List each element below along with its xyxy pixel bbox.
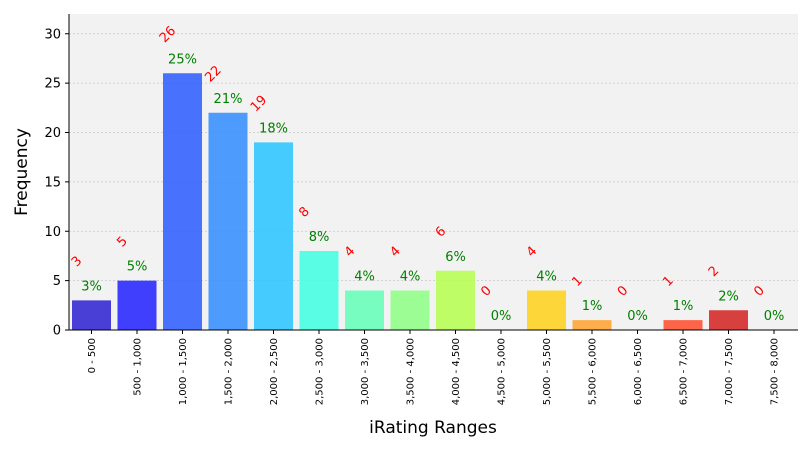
y-tick-label: 20: [44, 126, 61, 141]
x-tick-label: 5,000 - 5,500: [542, 338, 553, 405]
y-axis-title: Frequency: [12, 128, 32, 216]
bar: [117, 280, 157, 330]
y-tick-label: 10: [44, 225, 61, 240]
x-tick-label: 3,500 - 4,000: [406, 338, 417, 405]
percent-label: 25%: [168, 52, 197, 67]
percent-label: 4%: [354, 270, 375, 285]
x-tick-label: 5,500 - 6,000: [588, 338, 599, 405]
percent-label: 8%: [309, 230, 330, 245]
bar: [345, 290, 384, 330]
axes: [68, 14, 798, 331]
bar: [390, 290, 430, 330]
x-tick-label: 1,500 - 2,000: [224, 338, 235, 405]
bar: [709, 310, 748, 330]
x-tick-label: 7,500 - 8,000: [770, 338, 781, 405]
y-tick-label: 5: [53, 274, 61, 289]
x-tick-label: 6,000 - 6,500: [633, 338, 644, 405]
x-axis-title: iRating Ranges: [369, 418, 497, 438]
y-ticks: 0 5 10 15 20 25 30: [44, 27, 69, 339]
bar: [299, 251, 339, 330]
percent-label: 4%: [536, 270, 557, 285]
percent-label: 4%: [400, 270, 421, 285]
x-tick-label: 4,500 - 5,000: [497, 338, 508, 405]
percent-label: 0%: [627, 309, 648, 324]
y-tick-label: 30: [44, 27, 61, 42]
x-tick-label: 500 - 1,000: [133, 338, 144, 396]
y-tick-label: 15: [44, 175, 61, 190]
x-tick-label: 7,000 - 7,500: [724, 338, 735, 405]
percent-label: 18%: [259, 121, 288, 136]
bars: [72, 73, 748, 330]
x-tick-label: 1,000 - 1,500: [178, 338, 189, 405]
bar: [527, 290, 566, 330]
percent-label: 6%: [445, 250, 466, 265]
bar: [663, 320, 703, 330]
y-tick-label: 25: [44, 77, 61, 92]
x-tick-label: 3,000 - 3,500: [360, 338, 371, 405]
x-tick-label: 4,000 - 4,500: [451, 338, 462, 405]
percent-label: 5%: [127, 260, 148, 275]
y-tick-label: 0: [53, 324, 61, 339]
percent-label: 0%: [764, 309, 785, 324]
percent-label: 0%: [491, 309, 512, 324]
bar: [72, 300, 111, 330]
x-ticks: 0 - 500 500 - 1,000 1,000 - 1,500 1,500 - 2…: [87, 330, 781, 405]
percent-label: 2%: [718, 289, 739, 304]
x-tick-label: 2,000 - 2,500: [269, 338, 280, 405]
x-tick-label: 0 - 500: [87, 338, 98, 373]
percent-label: 21%: [214, 92, 243, 107]
percent-label: 3%: [81, 279, 102, 294]
x-tick-label: 6,500 - 7,000: [679, 338, 690, 405]
percent-label: 1%: [673, 299, 694, 314]
bar: [572, 320, 612, 330]
percent-label: 1%: [582, 299, 603, 314]
bar: [208, 112, 248, 330]
x-tick-label: 2,500 - 3,000: [315, 338, 326, 405]
bar: [436, 270, 475, 330]
bar: [254, 142, 293, 330]
bar: [163, 73, 202, 330]
